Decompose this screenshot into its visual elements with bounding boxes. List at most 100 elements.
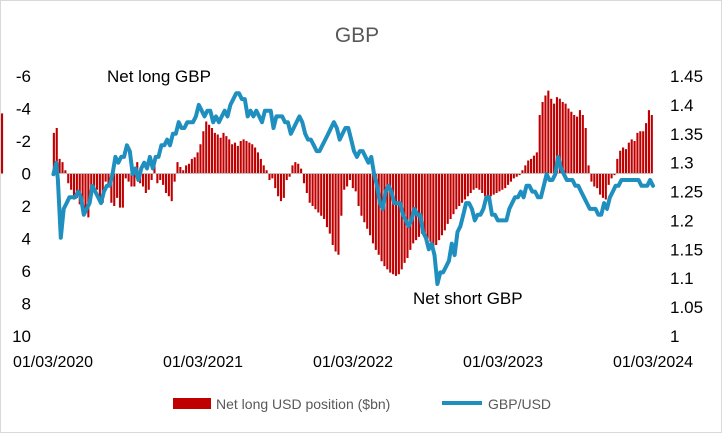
bar [291,165,294,174]
annotation-net-short: Net short GBP [413,289,523,308]
right-tick-label: 1.15 [670,240,703,259]
bar [622,147,625,174]
bar [423,173,426,236]
bar [509,173,513,182]
bar [642,131,645,174]
bar [334,173,337,252]
bar [371,173,375,244]
bar [630,139,633,174]
bar [581,115,584,174]
bar [432,173,435,247]
right-axis-ticks: 1.45 1.4 1.35 1.3 1.25 1.2 1.15 1.1 1.05 1 [670,67,703,346]
bar [118,173,122,208]
bar [417,173,421,237]
x-axis-ticks: 01/03/2020 01/03/2021 01/03/2022 01/03/2023… [13,354,693,371]
bar [127,173,130,182]
left-tick-label: 4 [22,230,31,249]
bar [323,173,326,219]
bar [305,173,308,193]
bar [647,110,650,174]
bar [98,173,101,202]
bar-series [1,90,653,276]
bar [300,168,303,174]
bar [265,170,268,174]
bar [489,173,492,197]
x-tick-label: 01/03/2020 [13,354,93,371]
bar [535,152,538,174]
legend-bar-label: Net long USD position ($bn) [216,396,390,412]
bar [297,163,300,174]
bar [343,173,346,190]
bar [590,173,593,182]
bar [205,121,208,174]
left-tick-label: 6 [22,262,31,281]
x-tick-label: 01/03/2024 [613,354,693,371]
bar [87,173,90,218]
bar [242,139,245,174]
bar [182,170,185,174]
left-tick-label: 8 [22,295,31,314]
bar [121,173,124,208]
bar [208,124,211,174]
bar [383,173,386,267]
bar [458,173,461,206]
bar [400,173,403,270]
bar [645,123,648,174]
bar [70,173,73,190]
bar [495,173,498,193]
bar [397,173,400,275]
bar [627,142,630,174]
bar [369,173,372,236]
bar [564,103,567,174]
bar [58,158,61,174]
bar [392,173,395,275]
bar [199,144,202,174]
bar [95,173,99,190]
bar [446,173,449,224]
bar [52,132,55,174]
bar [461,173,464,203]
bar [196,152,199,174]
right-tick-label: 1.05 [670,298,703,317]
bar [351,173,354,189]
left-tick-label: 2 [22,197,31,216]
left-tick-label: -4 [16,100,31,119]
bar [294,162,297,174]
bar [484,173,487,197]
bar [455,173,458,210]
bar [110,173,113,203]
bar [619,150,622,174]
bar [64,170,67,174]
bar [187,163,191,174]
bar [130,173,133,187]
bar [576,116,579,174]
bar [141,173,145,187]
x-tick-label: 01/03/2022 [313,354,393,371]
bar [650,115,653,174]
bar [325,173,329,228]
bar [486,173,490,198]
bar [164,173,168,193]
bar [518,173,521,176]
bar [587,165,590,174]
left-tick-label: -6 [16,67,31,86]
bar [429,173,432,242]
bar [463,173,467,200]
bar [452,173,455,215]
bar [541,102,544,174]
bar [179,167,182,174]
bar [245,141,248,174]
left-tick-label: -2 [16,132,31,151]
bar [346,173,349,187]
bar [366,173,369,229]
bar [512,173,515,179]
bar [469,173,472,193]
bar [308,173,311,203]
gbpusd-line [51,91,655,286]
bar [607,173,610,185]
bar [555,97,558,174]
bar [101,173,104,203]
bar [573,115,576,174]
bar [377,173,380,255]
bar [530,158,533,174]
